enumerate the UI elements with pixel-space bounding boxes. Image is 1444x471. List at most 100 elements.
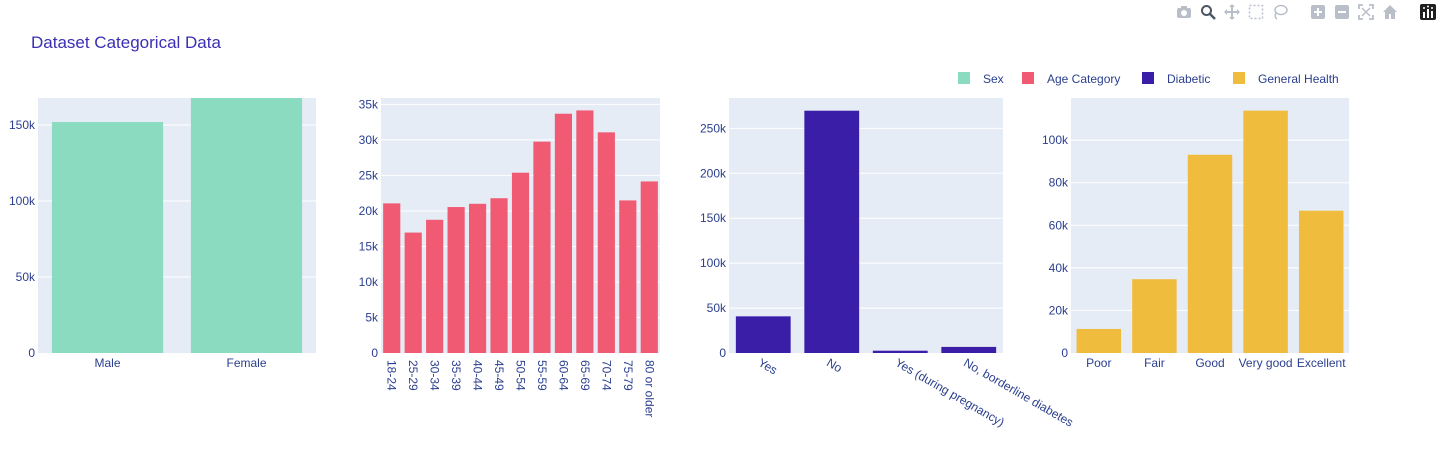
bar-18-24[interactable]	[383, 203, 401, 353]
y-tick-label: 100k	[700, 256, 727, 270]
chart-title: Dataset Categorical Data	[31, 33, 221, 52]
zoom-out-icon[interactable]	[1332, 2, 1352, 22]
bar-30-34[interactable]	[426, 219, 444, 353]
bar-80-or-older[interactable]	[640, 181, 658, 353]
y-tick-label: 20k	[359, 204, 379, 218]
bar-45-49[interactable]	[490, 198, 508, 353]
x-tick-label: 65-69	[578, 360, 592, 391]
y-tick-label: 50k	[16, 270, 36, 284]
x-tick-label: Excellent	[1297, 356, 1346, 370]
bar-75-79[interactable]	[619, 200, 637, 353]
autoscale-icon[interactable]	[1356, 2, 1376, 22]
bar-male[interactable]	[51, 122, 164, 353]
bar-yes-during-pregnancy-[interactable]	[872, 350, 928, 353]
y-tick-label: 0	[28, 346, 35, 360]
modebar	[1174, 2, 1438, 22]
x-tick-label: 30-34	[428, 360, 442, 391]
x-tick-label: 80 or older	[642, 360, 656, 417]
bar-fair[interactable]	[1132, 279, 1177, 353]
x-tick-label: 75-79	[621, 360, 635, 391]
bar-70-74[interactable]	[597, 132, 615, 353]
x-tick-label: 35-39	[449, 360, 463, 391]
legend-item-age-category[interactable]: Age Category	[1022, 72, 1120, 86]
bar-50-54[interactable]	[511, 172, 530, 353]
plot-background	[729, 98, 1003, 353]
legend-item-sex[interactable]: Sex	[958, 72, 1004, 86]
legend-item-diabetic[interactable]: Diabetic	[1142, 72, 1210, 86]
legend-label: General Health	[1258, 72, 1339, 86]
x-tick-label: No, borderline diabetes	[961, 355, 1075, 429]
y-tick-label: 40k	[1049, 261, 1069, 275]
reset-axes-icon[interactable]	[1380, 2, 1400, 22]
bar-no[interactable]	[804, 110, 860, 353]
bar-female[interactable]	[190, 98, 303, 353]
bar-good[interactable]	[1187, 154, 1233, 353]
y-tick-label: 35k	[359, 97, 379, 111]
camera-icon[interactable]	[1174, 2, 1194, 22]
y-tick-label: 0	[1061, 346, 1068, 360]
y-tick-label: 0	[719, 346, 726, 360]
x-tick-label: Poor	[1086, 356, 1111, 370]
y-tick-label: 10k	[359, 275, 379, 289]
pan-icon[interactable]	[1222, 2, 1242, 22]
legend-swatch	[1233, 72, 1245, 84]
x-tick-label: Good	[1195, 356, 1224, 370]
y-tick-label: 60k	[1049, 218, 1069, 232]
plotly-logo-icon[interactable]	[1418, 2, 1438, 22]
bar-very-good[interactable]	[1243, 110, 1288, 353]
x-tick-label: 25-29	[406, 360, 420, 391]
subplot-1: 0 50k 100k 150k Male Female	[9, 98, 316, 370]
subplot-4: 0 20k 40k 60k 80k 100k Poor Fair Good Very good Ex…	[1042, 98, 1349, 370]
subplots: 0 50k 100k 150k Male Female 0 5k 10k 15k 20k 25k 30k…	[9, 97, 1349, 430]
zoom-in-icon[interactable]	[1308, 2, 1328, 22]
legend-label: Age Category	[1047, 72, 1120, 86]
y-tick-label: 0	[371, 346, 378, 360]
y-tick-label: 25k	[359, 168, 379, 182]
y-tick-label: 150k	[700, 211, 727, 225]
bar-yes[interactable]	[735, 316, 791, 353]
y-tick-label: 200k	[700, 166, 727, 180]
x-tick-label: Fair	[1144, 356, 1165, 370]
y-tick-label: 150k	[9, 118, 36, 132]
y-tick-label: 20k	[1049, 303, 1069, 317]
box-select-icon[interactable]	[1246, 2, 1266, 22]
y-tick-label: 100k	[1042, 133, 1069, 147]
legend-item-general-health[interactable]: General Health	[1233, 72, 1339, 86]
legend-label: Diabetic	[1167, 72, 1210, 86]
x-tick-label: Yes (during pregnancy)	[893, 355, 1007, 429]
legend-label: Sex	[983, 72, 1004, 86]
x-tick-label: Male	[94, 356, 120, 370]
x-tick-label: 50-54	[514, 360, 528, 391]
y-tick-label: 50k	[707, 301, 727, 315]
subplot-2: 0 5k 10k 15k 20k 25k 30k 35k 18-24 25-29 30-34 35-3…	[359, 97, 660, 417]
x-tick-label: 60-64	[556, 360, 570, 391]
legend-swatch	[1142, 72, 1154, 84]
x-tick-label: 70-74	[599, 360, 613, 391]
y-tick-label: 5k	[365, 310, 379, 324]
y-tick-label: 100k	[9, 194, 36, 208]
zoom-icon[interactable]	[1198, 2, 1218, 22]
legend-swatch	[958, 72, 970, 84]
x-tick-label: 45-49	[492, 360, 506, 391]
y-tick-label: 80k	[1049, 176, 1069, 190]
bar-65-69[interactable]	[576, 110, 594, 354]
x-tick-label: No	[824, 355, 845, 375]
x-tick-label: 40-44	[471, 360, 485, 391]
bar-poor[interactable]	[1076, 328, 1122, 353]
bar-excellent[interactable]	[1298, 210, 1344, 353]
bar-25-29[interactable]	[404, 232, 422, 353]
x-tick-label: Very good	[1239, 356, 1293, 370]
x-tick-label: 18-24	[385, 360, 399, 391]
bar-55-59[interactable]	[533, 141, 551, 353]
bar-no-borderline-diabetes[interactable]	[941, 346, 997, 353]
bar-35-39[interactable]	[447, 207, 465, 353]
y-tick-label: 250k	[700, 121, 727, 135]
lasso-select-icon[interactable]	[1270, 2, 1290, 22]
bar-60-64[interactable]	[554, 113, 573, 353]
x-tick-label: Yes	[756, 355, 780, 377]
bar-40-44[interactable]	[468, 203, 487, 353]
y-tick-label: 30k	[359, 133, 379, 147]
subplot-3: 0 50k 100k 150k 200k 250k Yes No Yes (during pre…	[700, 98, 1076, 430]
